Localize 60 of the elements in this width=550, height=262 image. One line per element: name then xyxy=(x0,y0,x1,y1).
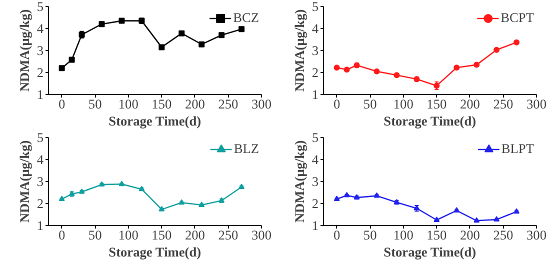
x-tick-label: 300 xyxy=(526,228,547,242)
y-tick-label: 4 xyxy=(312,21,319,36)
x-tick-label: 150 xyxy=(152,96,172,112)
x-tick-label: 50 xyxy=(363,96,378,112)
y-tick-label: 3 xyxy=(312,174,319,189)
x-tick-label: 250 xyxy=(218,96,239,112)
y-axis-title: NDMA(μg/kg) xyxy=(292,140,307,223)
x-tick-label: 150 xyxy=(426,96,447,112)
legend-label: BLPT xyxy=(501,141,534,157)
x-tick-label: 250 xyxy=(493,228,514,242)
x-tick-label: 150 xyxy=(426,228,447,242)
y-axis-title: NDMA(μg/kg) xyxy=(16,140,32,223)
x-tick-label: 0 xyxy=(58,228,66,242)
x-axis-title: Storage Time(d) xyxy=(384,114,476,128)
x-tick-label: 300 xyxy=(526,96,547,112)
x-tick-label: 100 xyxy=(118,228,139,242)
x-tick-label: 300 xyxy=(252,96,272,112)
y-tick-label: 1 xyxy=(36,87,44,102)
legend-label: BCZ xyxy=(233,10,259,26)
x-tick-label: 0 xyxy=(333,96,340,112)
x-tick-label: 100 xyxy=(393,228,414,242)
y-tick-label: 4 xyxy=(36,152,44,167)
y-tick-label: 4 xyxy=(36,21,44,36)
y-tick-label: 2 xyxy=(36,196,44,211)
x-tick-label: 150 xyxy=(152,228,172,242)
y-tick-label: 5 xyxy=(312,0,319,14)
x-tick-label: 250 xyxy=(218,228,239,242)
x-axis-title: Storage Time(d) xyxy=(108,244,202,260)
x-tick-label: 200 xyxy=(460,228,480,242)
y-tick-label: 1 xyxy=(312,218,319,233)
x-tick-label: 200 xyxy=(460,96,480,112)
y-tick-label: 3 xyxy=(312,43,319,58)
y-tick-label: 3 xyxy=(36,43,44,58)
x-tick-label: 200 xyxy=(184,96,206,112)
y-axis-title: NDMA(μg/kg) xyxy=(16,9,32,92)
x-tick-label: 50 xyxy=(88,96,102,112)
y-tick-label: 3 xyxy=(36,174,44,189)
x-tick-label: 100 xyxy=(118,96,139,112)
x-tick-label: 0 xyxy=(333,228,340,242)
y-tick-label: 2 xyxy=(312,65,319,80)
y-tick-label: 5 xyxy=(36,130,44,145)
x-tick-label: 100 xyxy=(393,96,414,112)
y-axis-title: NDMA(μg/kg) xyxy=(292,9,307,92)
y-tick-label: 1 xyxy=(312,87,319,102)
x-axis-title: Storage Time(d) xyxy=(384,244,476,260)
y-tick-label: 5 xyxy=(312,130,319,145)
legend-label: BLZ xyxy=(234,141,259,157)
y-tick-label: 1 xyxy=(36,218,44,233)
x-axis-title: Storage Time(d) xyxy=(108,114,202,128)
y-tick-label: 5 xyxy=(36,0,44,14)
y-tick-label: 4 xyxy=(312,152,319,167)
x-tick-label: 200 xyxy=(184,228,206,242)
x-tick-label: 50 xyxy=(88,228,102,242)
x-tick-label: 250 xyxy=(493,96,514,112)
x-tick-label: 300 xyxy=(252,228,272,242)
y-tick-label: 2 xyxy=(36,65,44,80)
legend-label: BCPT xyxy=(500,10,534,26)
x-tick-label: 50 xyxy=(363,228,378,242)
y-tick-label: 2 xyxy=(312,196,319,211)
x-tick-label: 0 xyxy=(58,96,66,112)
